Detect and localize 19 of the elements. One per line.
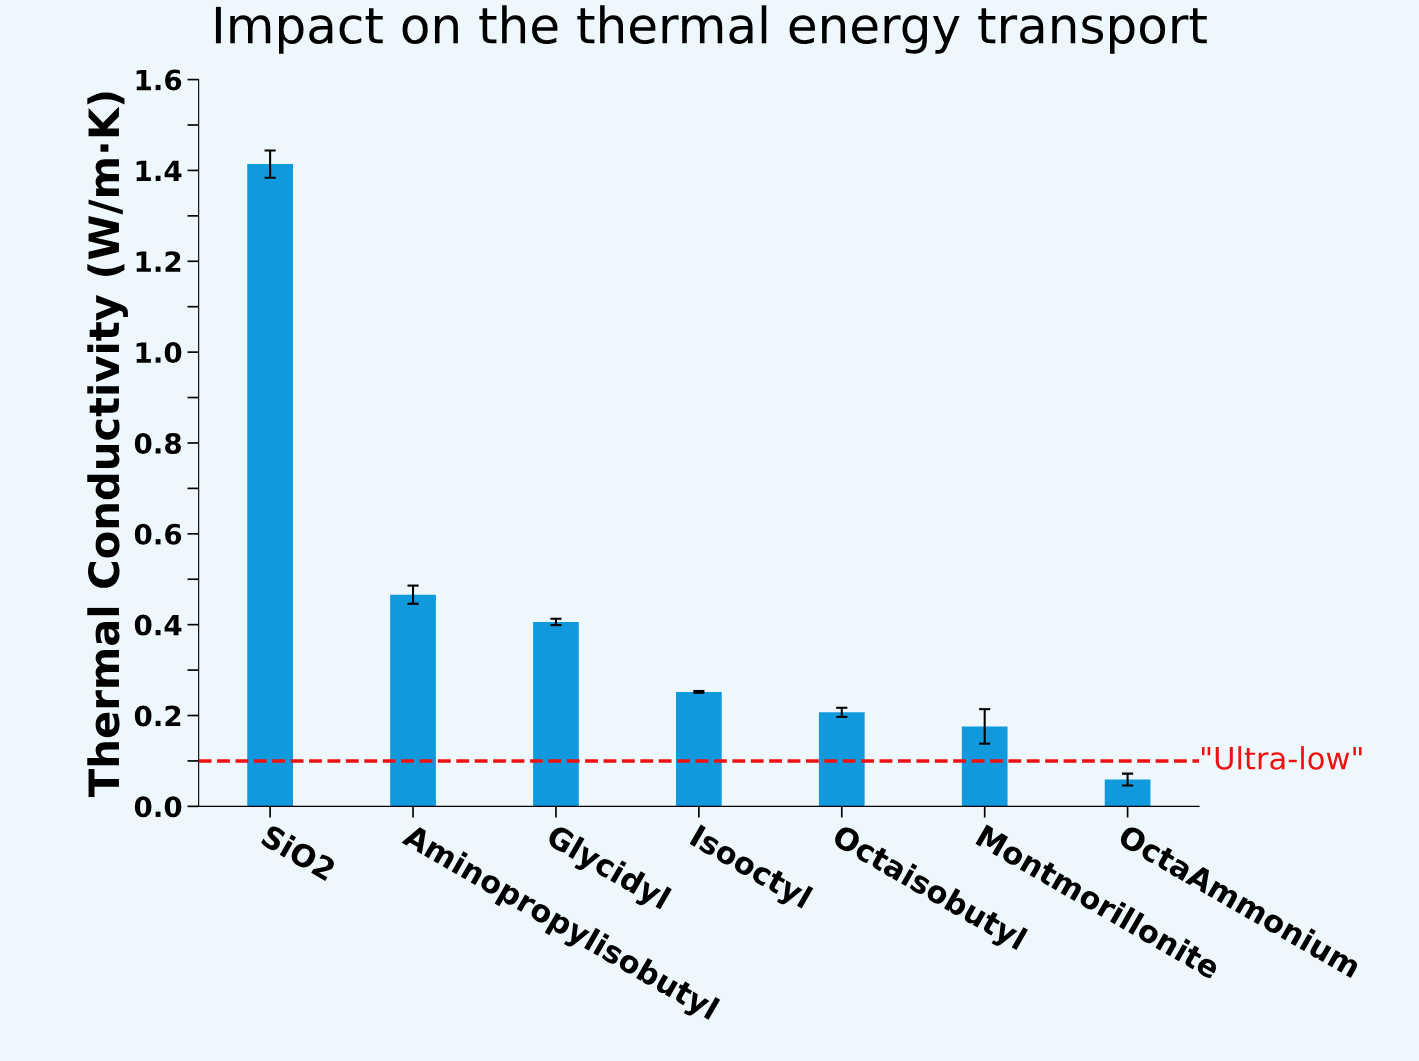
bar [533, 621, 579, 807]
bar [247, 164, 293, 807]
y-tick-label: 0.2 [134, 705, 181, 727]
y-tick-label: 0.8 [134, 432, 181, 454]
bar [675, 691, 722, 807]
bar [961, 726, 1008, 807]
bar [390, 594, 436, 807]
y-tick-label: 0.4 [134, 614, 182, 636]
y-tick-label: 0.0 [134, 796, 182, 818]
chart-title: Impact on the thermal energy transport [215, 5, 1207, 54]
y-tick-label: 0.6 [134, 523, 182, 545]
bar [1104, 779, 1151, 807]
ref-line-label: "Ultra-low" [1202, 746, 1362, 770]
y-tick-label: 1.2 [136, 251, 181, 272]
y-tick-label: 1.4 [136, 160, 182, 181]
bar [818, 712, 865, 807]
y-axis-title: Thermal Conductivity (W/m·K) [87, 92, 128, 797]
y-tick-label: 1.6 [136, 69, 182, 91]
y-tick-label: 1.0 [136, 342, 182, 364]
